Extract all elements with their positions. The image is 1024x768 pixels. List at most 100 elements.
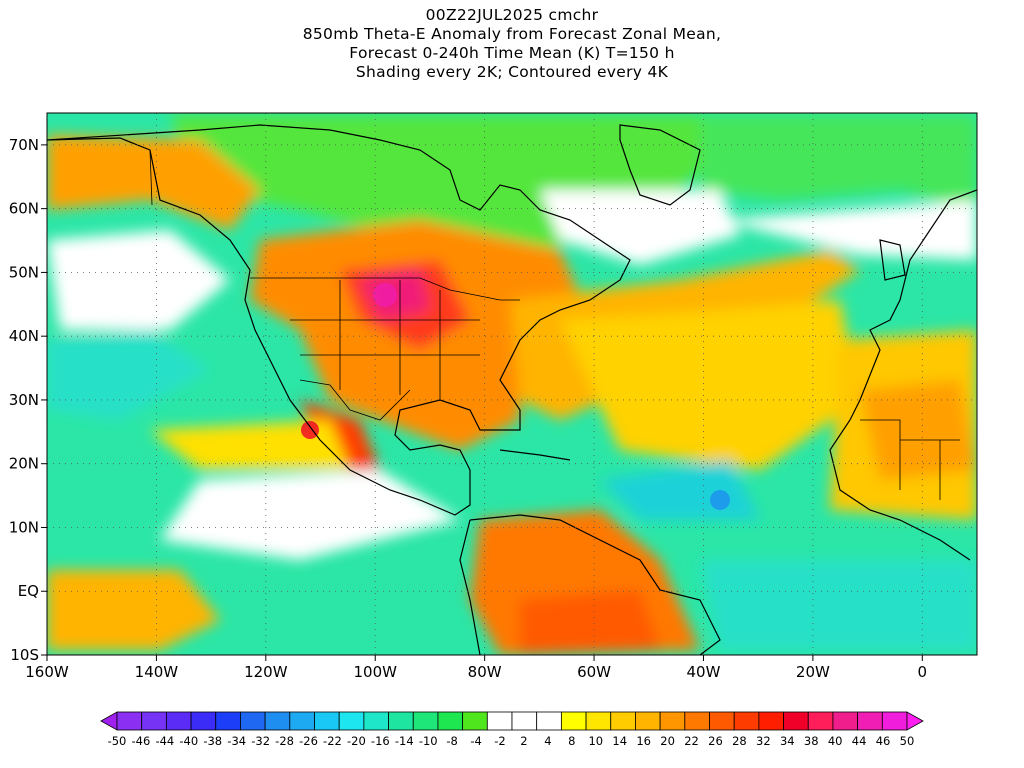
title-line-shading: Shading every 2K; Contoured every 4K (355, 63, 669, 81)
colorbar-label: 46 (876, 734, 891, 748)
colorbar-label: -38 (203, 734, 222, 748)
lon-tick-label: 120W (244, 663, 288, 681)
colorbar-label: -20 (347, 734, 366, 748)
colorbar-label: 8 (568, 734, 575, 748)
colorbar-label: 50 (900, 734, 915, 748)
colorbar-label: 22 (684, 734, 699, 748)
colorbar-swatch (165, 711, 192, 731)
colorbar-label: -40 (179, 734, 198, 748)
colorbar-label: -14 (395, 734, 414, 748)
colorbar-label: 2 (520, 734, 527, 748)
title-block: 00Z22JUL2025 cmchr 850mb Theta-E Anomaly… (0, 6, 1024, 82)
theta-e-anomaly-field (47, 113, 977, 655)
colorbar-label: -10 (419, 734, 438, 748)
colorbar-label: -32 (251, 734, 270, 748)
colorbar-label: 34 (780, 734, 795, 748)
colorbar-label: 20 (660, 734, 675, 748)
colorbar-swatch (560, 711, 587, 731)
colorbar-swatch (264, 711, 291, 731)
colorbar-label: 4 (544, 734, 551, 748)
lat-tick-label: 20N (9, 455, 39, 473)
colorbar-swatch (684, 711, 710, 731)
lon-tick-label: 140W (135, 663, 179, 681)
political-borders (149, 149, 960, 500)
colorbar-swatch (807, 711, 834, 731)
colorbar-label: 40 (828, 734, 843, 748)
colorbar-min-arrow (100, 711, 118, 731)
colorbar-swatch (758, 711, 784, 731)
colorbar-swatch (289, 711, 315, 731)
colorbar-label: 26 (708, 734, 723, 748)
colorbar-swatch (338, 711, 365, 731)
colorbar-label: -34 (227, 734, 246, 748)
colorbar-label: 28 (732, 734, 747, 748)
lat-tick-label: 10N (9, 518, 39, 536)
colorbar-swatch (314, 711, 340, 731)
longitude-axis: 160W 140W 120W 100W 80W 60W 40W 20W 0 (25, 655, 927, 681)
lon-tick-label: 60W (577, 663, 611, 681)
coastlines (47, 124, 977, 655)
latitude-axis: 70N 60N 50N 40N 30N 20N 10N EQ 10S (9, 136, 47, 664)
colorbar-label: 16 (636, 734, 651, 748)
colorbar: -50 -46 -44 -40 -38 -34 -32 -28 -26 -22 -20 -16 -14-… (100, 711, 924, 748)
colorbar-swatch (783, 711, 809, 731)
colorbar-max-arrow (906, 711, 924, 731)
colorbar-swatch (585, 711, 612, 731)
colorbar-label: -50 (108, 734, 127, 748)
colorbar-swatch (881, 711, 908, 731)
lon-tick-label: 0 (918, 663, 928, 681)
colorbar-swatch (141, 711, 167, 731)
colorbar-swatch (733, 711, 760, 731)
colorbar-swatch (240, 711, 266, 731)
colorbar-swatch (635, 711, 661, 731)
colorbar-label: -2 (494, 734, 505, 748)
colorbar-label: -16 (371, 734, 390, 748)
lat-tick-label: 50N (9, 263, 39, 281)
map-frame (46, 112, 978, 656)
lon-tick-label: 160W (25, 663, 69, 681)
colorbar-label: 32 (756, 734, 771, 748)
lat-tick-label: EQ (18, 582, 39, 600)
colorbar-swatch (709, 711, 735, 731)
colorbar-label: -44 (155, 734, 174, 748)
colorbar-label: -22 (323, 734, 342, 748)
colorbar-swatch (832, 711, 859, 731)
colorbar-label: 10 (588, 734, 603, 748)
colorbar-label: -46 (132, 734, 151, 748)
lat-tick-label: 40N (9, 327, 39, 345)
colorbar-swatch (190, 711, 217, 731)
colorbar-label: -4 (470, 734, 481, 748)
lat-tick-label: 60N (9, 200, 39, 218)
lon-tick-label: 80W (468, 663, 502, 681)
colorbar-swatch (437, 711, 464, 731)
colorbar-swatch (511, 711, 538, 731)
title-line-date: 00Z22JUL2025 cmchr (425, 6, 599, 24)
colorbar-swatch (857, 711, 883, 731)
colorbar-swatch (116, 711, 143, 731)
colorbar-label: 44 (852, 734, 867, 748)
colorbar-swatch (659, 711, 686, 731)
colorbar-label: 38 (804, 734, 819, 748)
colorbar-swatch (412, 711, 439, 731)
lat-tick-label: 10S (10, 646, 39, 664)
colorbar-swatch (536, 711, 562, 731)
lat-tick-label: 70N (9, 136, 39, 154)
title-line-forecast: Forecast 0-240h Time Mean (K) T=150 h (349, 44, 675, 62)
colorbar-swatch (610, 711, 636, 731)
lat-tick-label: 30N (9, 391, 39, 409)
colorbar-label: -8 (446, 734, 457, 748)
colorbar-swatch (363, 711, 389, 731)
colorbar-label: -28 (275, 734, 294, 748)
colorbar-swatch (462, 711, 488, 731)
colorbar-swatch (388, 711, 414, 731)
lat-lon-gridlines (47, 113, 977, 655)
lon-tick-label: 20W (796, 663, 830, 681)
lon-tick-label: 40W (687, 663, 721, 681)
colorbar-label: -26 (299, 734, 318, 748)
lon-tick-label: 100W (354, 663, 398, 681)
colorbar-swatch (215, 711, 241, 731)
colorbar-swatch (486, 711, 513, 731)
colorbar-label: 14 (612, 734, 627, 748)
title-line-variable: 850mb Theta-E Anomaly from Forecast Zona… (302, 25, 722, 43)
